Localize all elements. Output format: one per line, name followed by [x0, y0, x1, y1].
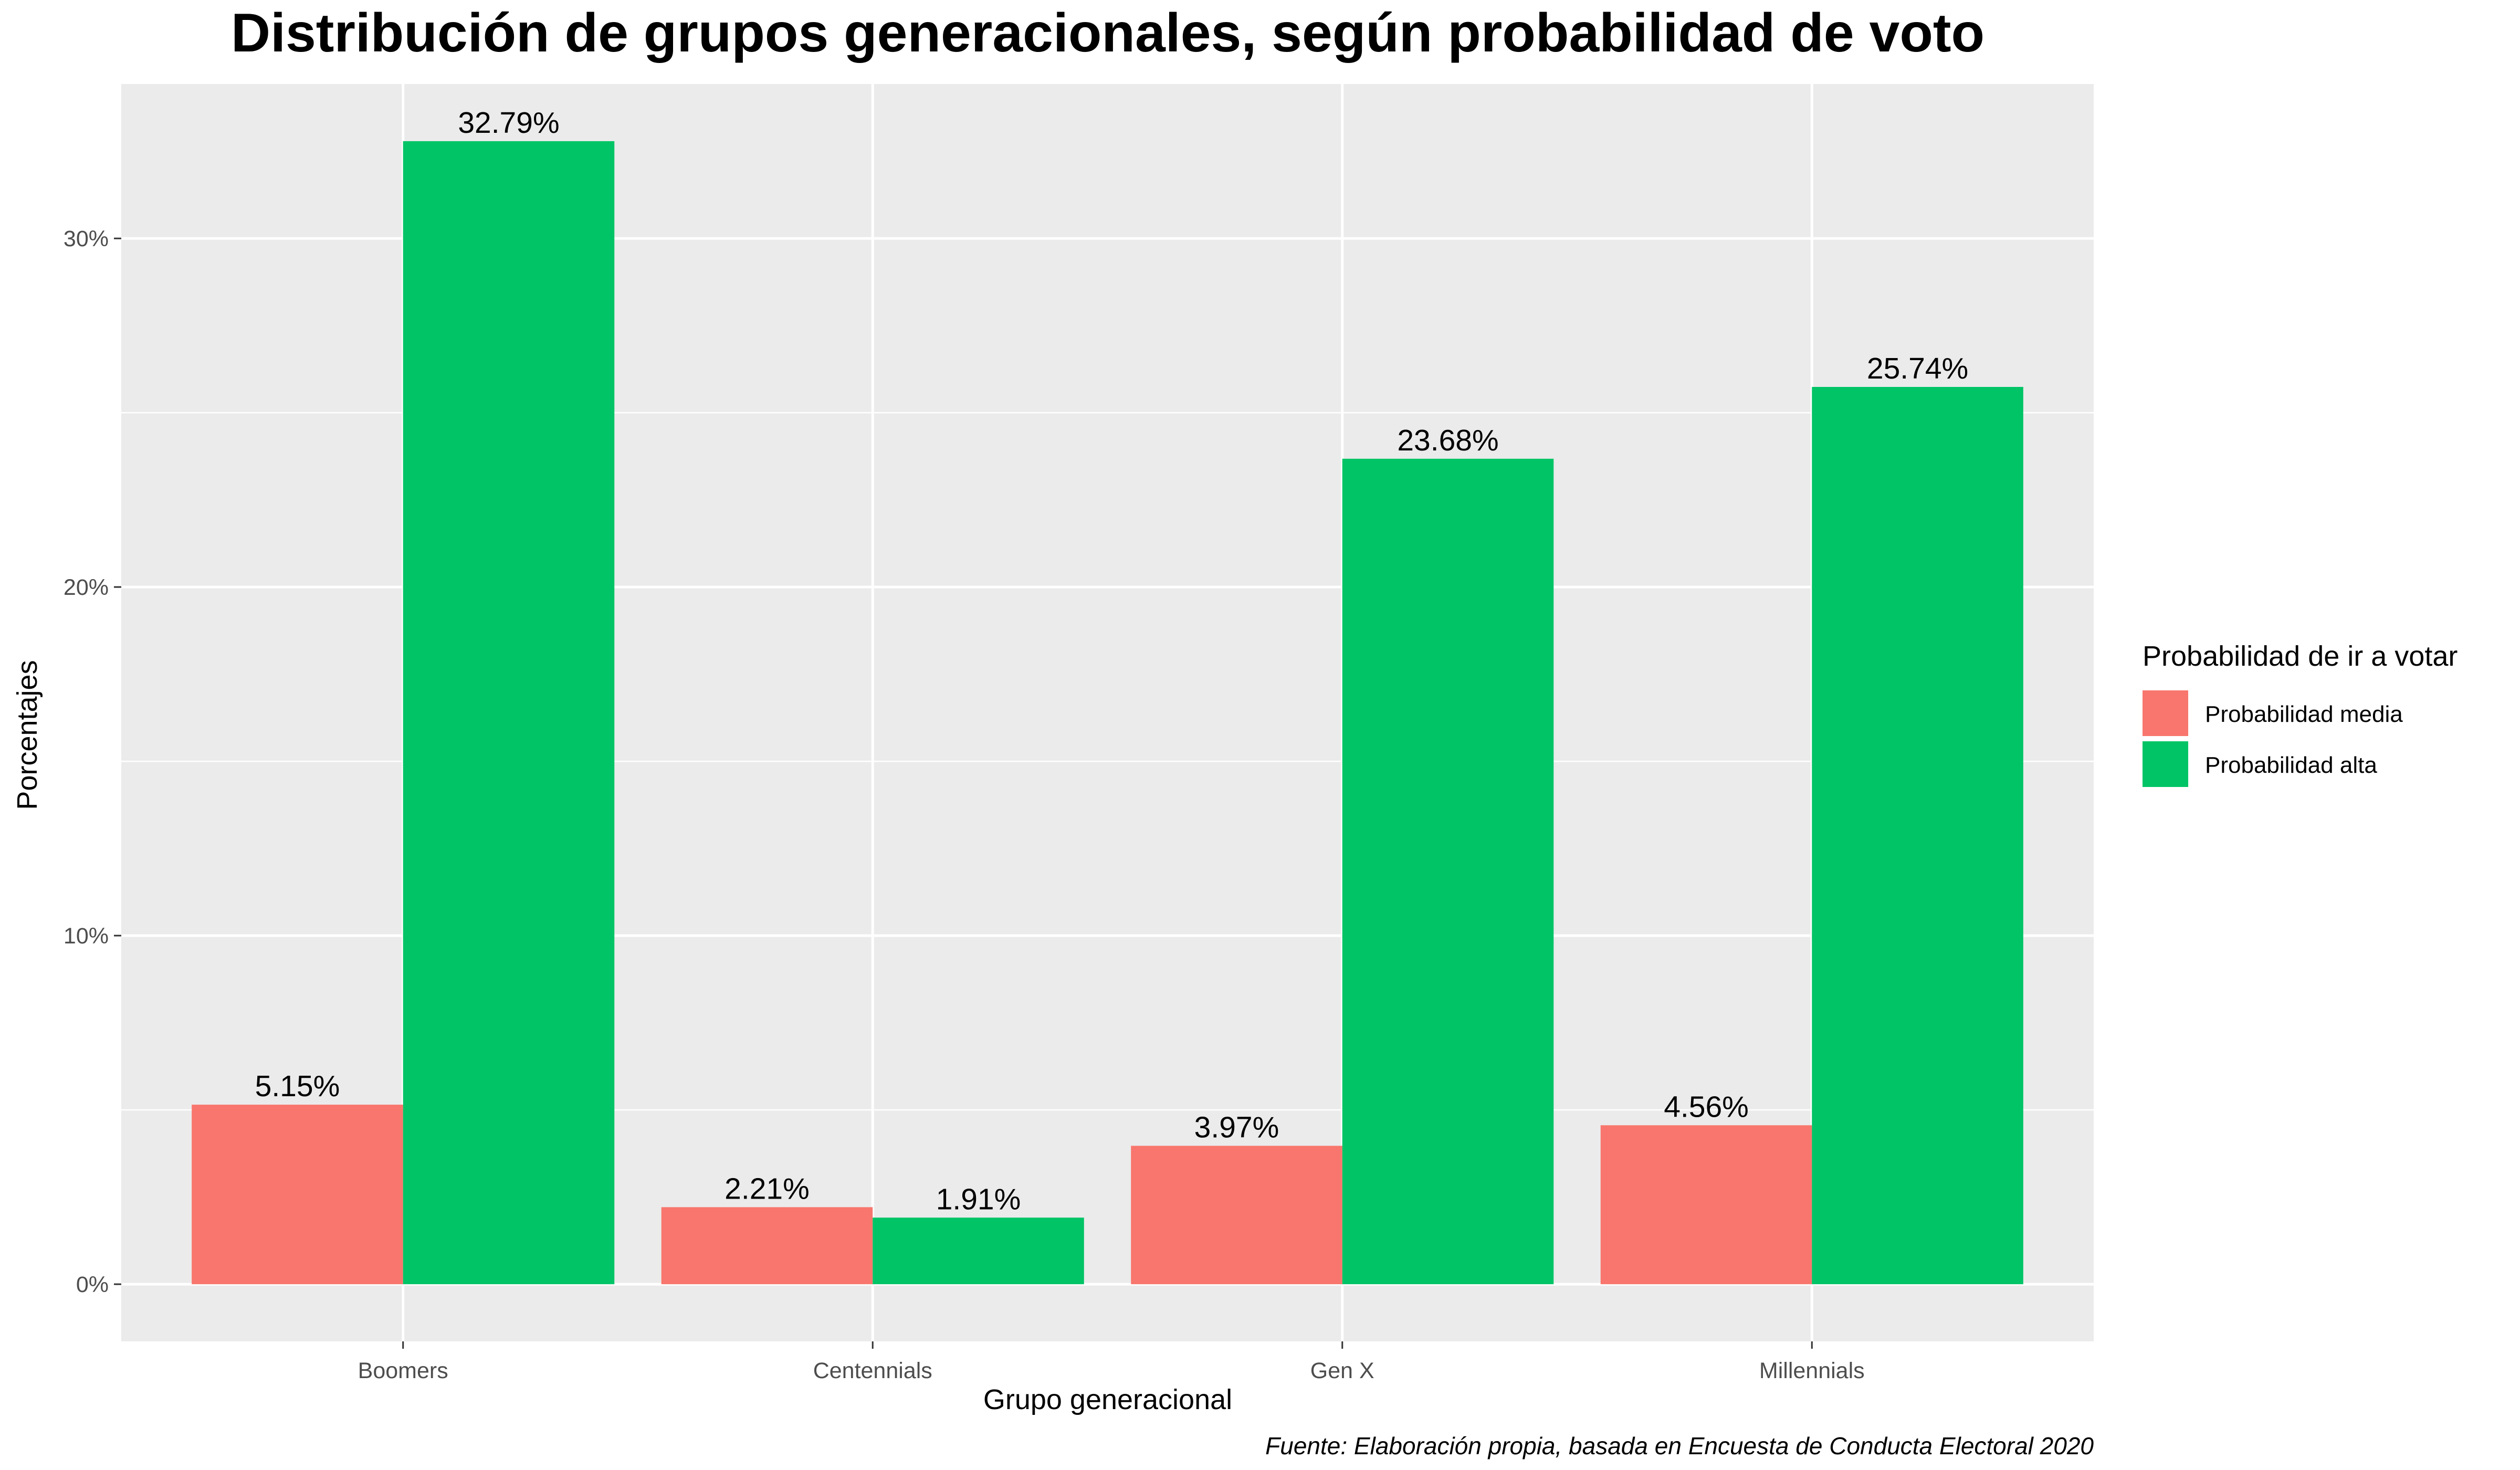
bar-value-label: 32.79%	[458, 106, 559, 140]
legend-label: Probabilidad media	[2205, 701, 2403, 727]
y-tick-label: 10%	[64, 923, 109, 949]
x-axis-title: Grupo generacional	[983, 1384, 1232, 1415]
bar-centennials-alta	[873, 1217, 1084, 1285]
bar-value-label: 4.56%	[1664, 1090, 1749, 1124]
bar-value-label: 1.91%	[936, 1182, 1021, 1216]
bar-boomers-alta	[403, 141, 615, 1285]
legend-title: Probabilidad de ir a votar	[2143, 640, 2458, 672]
bar-gen-x-media	[1131, 1146, 1342, 1285]
y-tick-label: 20%	[64, 575, 109, 600]
legend-swatch	[2143, 690, 2188, 736]
legend-swatch	[2143, 741, 2188, 787]
y-tick-label: 30%	[64, 226, 109, 251]
bar-boomers-media	[192, 1105, 403, 1285]
x-tick-label: Millennials	[1759, 1358, 1865, 1383]
source-caption: Fuente: Elaboración propia, basada en En…	[1265, 1432, 2094, 1460]
legend-label: Probabilidad alta	[2205, 752, 2377, 778]
y-axis-title: Porcentajes	[12, 660, 43, 810]
bar-centennials-media	[661, 1207, 873, 1285]
bar-value-label: 3.97%	[1194, 1111, 1279, 1144]
chart-title: Distribución de grupos generacionales, s…	[231, 3, 1984, 64]
y-tick-label: 0%	[76, 1272, 109, 1297]
legend: Probabilidad de ir a votar Probabilidad …	[2143, 640, 2458, 787]
bar-millennials-alta	[1812, 387, 2023, 1285]
x-tick-label: Boomers	[358, 1358, 448, 1383]
x-tick-label: Centennials	[813, 1358, 932, 1383]
x-tick-label: Gen X	[1310, 1358, 1374, 1383]
bar-value-label: 2.21%	[724, 1172, 810, 1205]
bar-value-label: 23.68%	[1397, 424, 1498, 457]
x-axis: Boomers Centennials Gen X Millennials	[358, 1341, 1865, 1383]
bar-value-label: 25.74%	[1867, 352, 1968, 385]
y-axis: 0% 10% 20% 30%	[64, 226, 121, 1297]
bar-value-label: 5.15%	[255, 1069, 340, 1103]
bar-millennials-media	[1600, 1125, 1812, 1285]
plot-panel: 5.15% 2.21% 3.97% 4.56% 32.79% 1.91% 23.68% 25.…	[121, 84, 2094, 1341]
bar-gen-x-alta	[1342, 458, 1554, 1285]
